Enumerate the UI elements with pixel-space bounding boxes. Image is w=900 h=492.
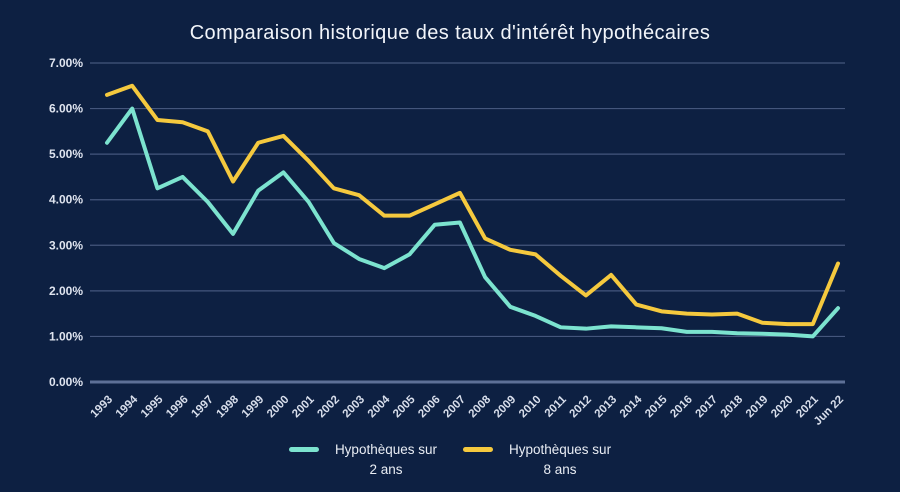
y-axis-tick-label: 6.00% (49, 102, 83, 116)
x-axis-tick-label: 1995 (139, 393, 166, 420)
legend-label-2ans: Hypothèques sur 2 ans (335, 440, 437, 480)
y-axis-tick-label: 4.00% (49, 193, 83, 207)
series-line-2ans (105, 106, 840, 339)
x-axis-tick-label: 2014 (618, 393, 645, 420)
x-axis-tick-label: 2006 (416, 394, 443, 421)
x-axis-tick-label: 1999 (240, 394, 267, 421)
x-axis-tick-label: 2010 (517, 394, 544, 421)
x-axis-tick-label: 2002 (315, 394, 342, 421)
legend-label-line1: Hypothèques sur (334, 442, 437, 457)
x-axis-tick-label: 1998 (215, 393, 242, 420)
x-axis-tick-label: 1997 (189, 394, 216, 421)
x-axis-tick-label: 2001 (290, 393, 317, 420)
legend-swatch-2ans-icon (288, 447, 319, 452)
x-axis-tick-label: 1996 (164, 394, 191, 421)
legend-label-line2: 8 ans (543, 462, 577, 477)
x-axis-tick-label: 2005 (391, 393, 418, 420)
legend-swatch-8ans-icon (463, 447, 493, 452)
line-chart: 0.00% 1.00% 2.00% 3.00% 4.00% 5.00% 6.00% 7.00%… (49, 56, 846, 428)
x-axis-tick-label: 2012 (567, 394, 594, 421)
x-axis-tick-label: 2008 (467, 393, 494, 420)
legend-label-line1: Hypothèques sur (509, 442, 612, 457)
x-axis-tick-label: 2018 (719, 393, 746, 420)
y-axis-tick-label: 7.00% (49, 56, 83, 70)
x-axis-tick-label: 2003 (341, 394, 368, 421)
legend-label-8ans: Hypothèques sur 8 ans (509, 440, 611, 480)
y-axis-tick-label: 5.00% (49, 147, 83, 161)
x-axis-tick-label: 2015 (643, 393, 670, 420)
x-axis-tick-label: 1994 (114, 393, 141, 420)
y-axis-tick-label: 1.00% (49, 329, 83, 343)
x-axis-tick-label: 2019 (744, 394, 771, 421)
x-axis-tick-label: 2013 (593, 394, 620, 421)
x-axis-tick-label: 2020 (769, 394, 796, 421)
x-axis-tick-label: 2004 (366, 393, 393, 420)
x-axis-tick-label: 2000 (265, 394, 292, 421)
x-axis-tick-label: 2016 (668, 394, 695, 421)
x-axis-tick-label: 1993 (89, 394, 116, 421)
y-axis-tick-label: 0.00% (49, 375, 83, 389)
y-axis-tick-label: 3.00% (49, 238, 83, 252)
x-axis-tick-label: 2011 (543, 393, 570, 420)
legend-item-8ans: Hypothèques sur 8 ans (463, 440, 611, 480)
chart-legend: Hypothèques sur 2 ans Hypothèques sur 8 … (0, 440, 900, 480)
chart-title: Comparaison historique des taux d'intérê… (189, 22, 711, 44)
x-axis-tick-label: 2017 (694, 394, 721, 421)
legend-item-2ans: Hypothèques sur 2 ans (288, 440, 437, 480)
legend-label-line2: 2 ans (369, 462, 403, 477)
y-axis-tick-label: 2.00% (49, 284, 83, 298)
series-line-8ans (105, 83, 840, 327)
x-axis-tick-label: 2007 (441, 394, 468, 421)
x-axis-tick-label: 2009 (492, 394, 519, 421)
